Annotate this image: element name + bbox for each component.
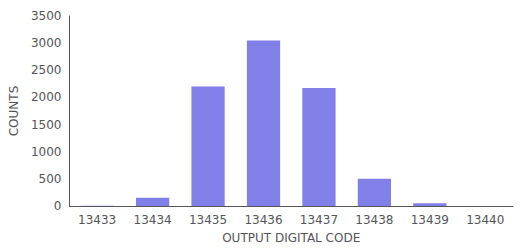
svg-text:13439: 13439 (411, 213, 449, 227)
svg-text:COUNTS: COUNTS (7, 86, 21, 137)
svg-text:OUTPUT DIGITAL CODE: OUTPUT DIGITAL CODE (222, 231, 360, 245)
svg-text:13435: 13435 (189, 213, 227, 227)
svg-text:13434: 13434 (134, 213, 172, 227)
svg-text:2500: 2500 (31, 63, 62, 77)
svg-text:3000: 3000 (31, 36, 62, 50)
svg-text:2000: 2000 (31, 90, 62, 104)
svg-text:1500: 1500 (31, 118, 62, 132)
svg-text:1000: 1000 (31, 145, 62, 159)
svg-text:500: 500 (39, 172, 62, 186)
svg-text:13433: 13433 (78, 213, 116, 227)
svg-text:0: 0 (54, 199, 62, 213)
svg-text:13438: 13438 (355, 213, 393, 227)
svg-text:13436: 13436 (244, 213, 282, 227)
svg-text:3500: 3500 (31, 9, 62, 23)
svg-text:13437: 13437 (300, 213, 338, 227)
svg-text:13440: 13440 (466, 213, 504, 227)
